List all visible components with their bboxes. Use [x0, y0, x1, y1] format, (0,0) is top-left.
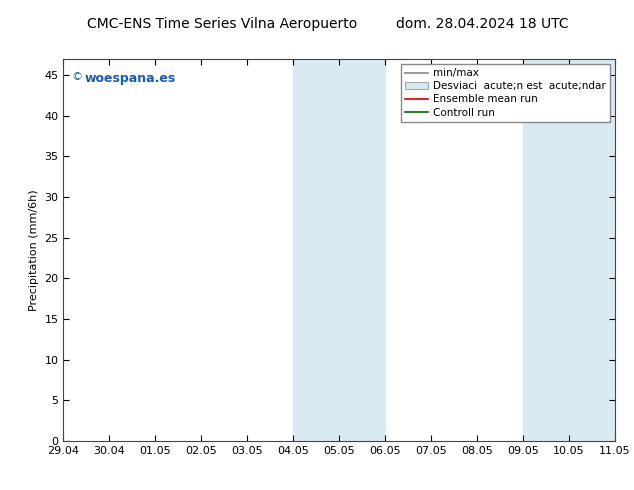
Text: dom. 28.04.2024 18 UTC: dom. 28.04.2024 18 UTC	[396, 17, 568, 31]
Legend: min/max, Desviaci  acute;n est  acute;ndar, Ensemble mean run, Controll run: min/max, Desviaci acute;n est acute;ndar…	[401, 64, 610, 122]
Text: woespana.es: woespana.es	[84, 72, 176, 85]
Text: ©: ©	[72, 72, 82, 82]
Text: CMC-ENS Time Series Vilna Aeropuerto: CMC-ENS Time Series Vilna Aeropuerto	[87, 17, 357, 31]
Bar	[523, 59, 615, 441]
Bar	[293, 59, 385, 441]
Y-axis label: Precipitation (mm/6h): Precipitation (mm/6h)	[29, 189, 39, 311]
